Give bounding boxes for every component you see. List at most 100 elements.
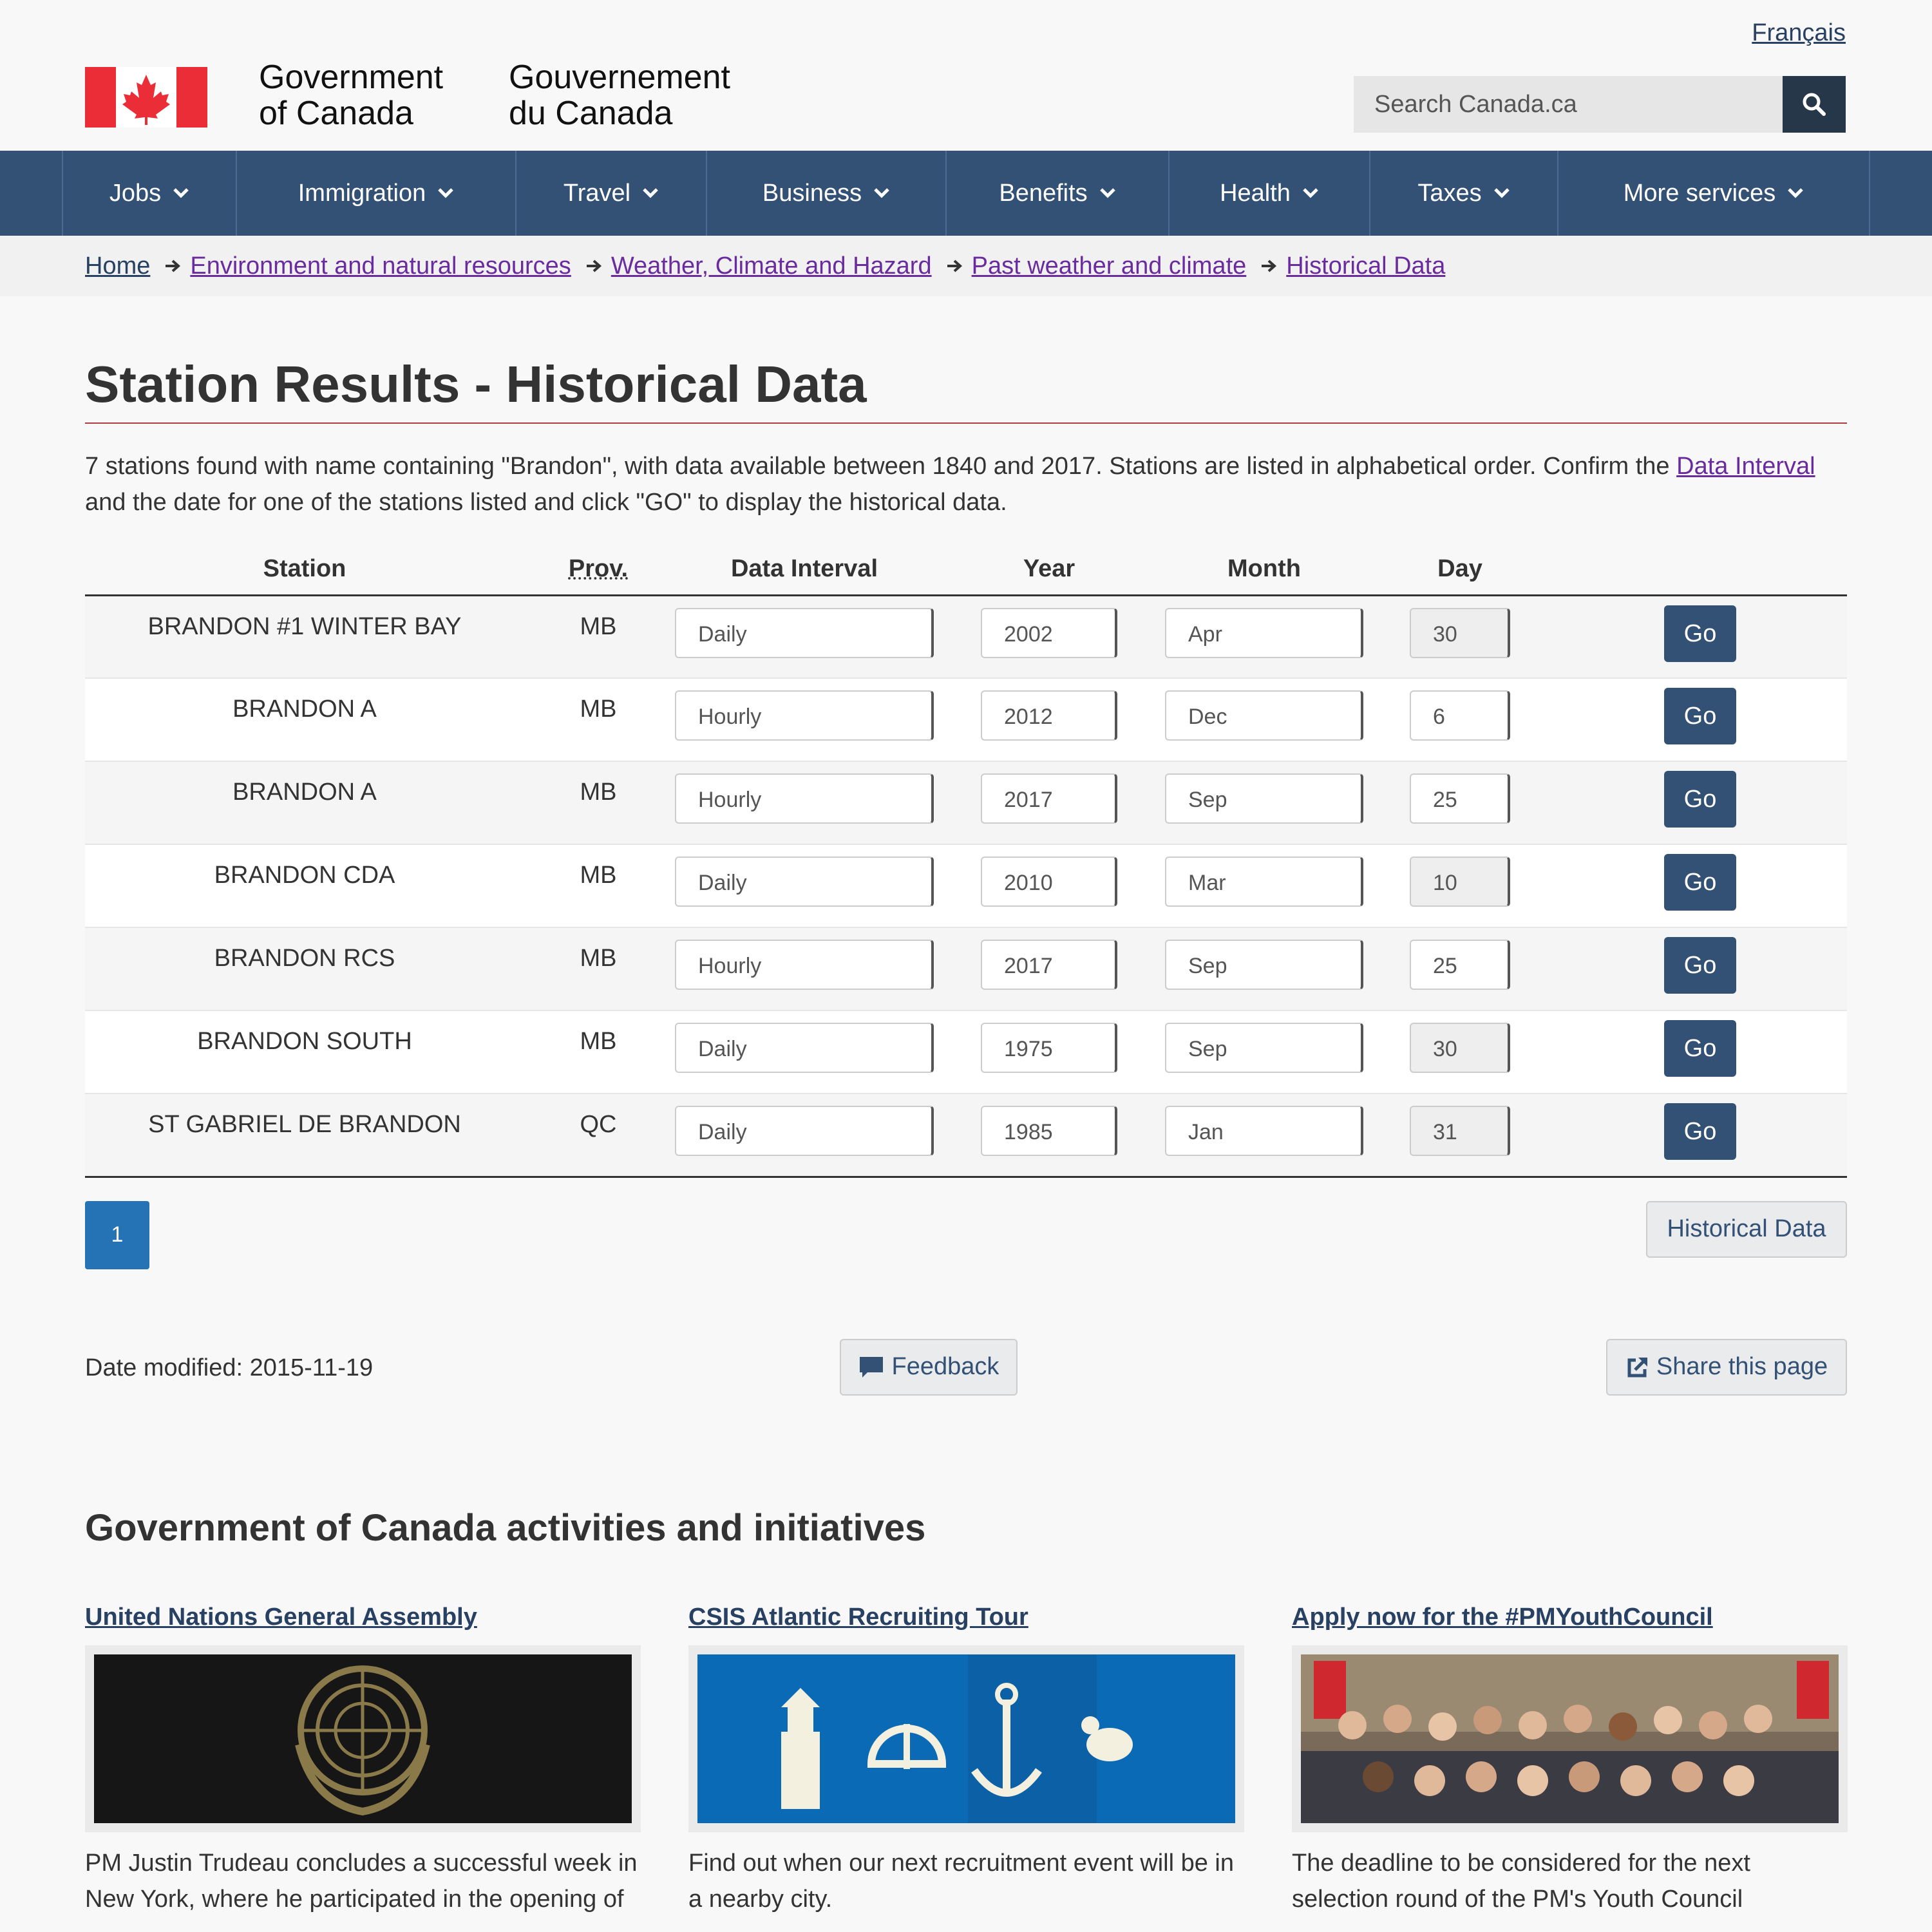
share-label: Share this page xyxy=(1656,1353,1828,1380)
day-select[interactable]: 30 xyxy=(1410,1023,1510,1073)
month-cell: Apr xyxy=(1162,595,1367,679)
signature-en-line2: of Canada xyxy=(259,95,413,132)
year-select[interactable]: 2002 xyxy=(981,607,1117,658)
day-select[interactable]: 6 xyxy=(1410,690,1510,741)
historical-data-button[interactable]: Historical Data xyxy=(1646,1200,1847,1258)
month-select[interactable]: Sep xyxy=(1165,940,1363,990)
arrow-right-icon xyxy=(586,260,601,272)
interval-select[interactable]: Daily xyxy=(675,857,934,907)
day-select[interactable]: 25 xyxy=(1410,940,1510,990)
action-cell: Go xyxy=(1553,1010,1847,1094)
interval-select[interactable]: Hourly xyxy=(675,773,934,824)
language-toggle-link[interactable]: Français xyxy=(1752,19,1846,46)
share-button[interactable]: Share this page xyxy=(1606,1338,1847,1396)
interval-select[interactable]: Daily xyxy=(675,1106,934,1156)
signature-english[interactable]: Government of Canada xyxy=(259,59,443,131)
month-cell: Dec xyxy=(1162,678,1367,762)
search-input[interactable] xyxy=(1354,76,1783,133)
month-select[interactable]: Apr xyxy=(1165,607,1363,658)
menu-item-immigration[interactable]: Immigration xyxy=(236,151,515,236)
breadcrumb-historical-data[interactable]: Historical Data xyxy=(1286,252,1446,279)
menu-item-travel[interactable]: Travel xyxy=(515,151,706,236)
menu-item-business[interactable]: Business xyxy=(706,151,945,236)
feature-title-link[interactable]: Apply now for the #PMYouthCouncil xyxy=(1292,1603,1713,1631)
day-cell: 25 xyxy=(1367,761,1553,845)
interval-select[interactable]: Daily xyxy=(675,1023,934,1073)
feature-description: PM Justin Trudeau concludes a successful… xyxy=(85,1849,638,1913)
province: MB xyxy=(524,927,672,1011)
interval-select[interactable]: Daily xyxy=(675,607,934,658)
menu-item-more-services[interactable]: More services xyxy=(1557,151,1870,236)
month-select[interactable]: Dec xyxy=(1165,690,1363,741)
feature-item: CSIS Atlantic Recruiting Tour xyxy=(688,1604,1244,1917)
menu-item-taxes[interactable]: Taxes xyxy=(1369,151,1557,236)
comment-icon xyxy=(859,1356,883,1378)
year-select[interactable]: 2010 xyxy=(981,857,1117,907)
year-select[interactable]: 2017 xyxy=(981,940,1117,990)
go-button[interactable]: Go xyxy=(1664,688,1736,744)
group-photo-icon xyxy=(1301,1654,1839,1823)
action-cell: Go xyxy=(1553,1094,1847,1178)
table-header-row: Station Prov. Data Interval Year Month D… xyxy=(85,544,1847,596)
menu-label: Immigration xyxy=(298,179,426,207)
breadcrumb-environment[interactable]: Environment and natural resources xyxy=(190,252,571,279)
go-button[interactable]: Go xyxy=(1664,1020,1736,1077)
csis-tour-image[interactable] xyxy=(688,1645,1244,1832)
data-interval-link[interactable]: Data Interval xyxy=(1676,453,1815,480)
feedback-button[interactable]: Feedback xyxy=(840,1338,1018,1396)
youth-council-photo[interactable] xyxy=(1292,1645,1848,1832)
interval-select[interactable]: Hourly xyxy=(675,940,934,990)
interval-cell: Hourly xyxy=(672,927,936,1011)
signature-french[interactable]: Gouvernement du Canada xyxy=(509,59,730,131)
day-select[interactable]: 10 xyxy=(1410,857,1510,907)
year-cell: 2012 xyxy=(936,678,1162,762)
year-select[interactable]: 1975 xyxy=(981,1023,1117,1073)
interval-select[interactable]: Hourly xyxy=(675,690,934,741)
station-name: BRANDON CDA xyxy=(85,844,524,928)
year-select[interactable]: 2012 xyxy=(981,690,1117,741)
un-emblem-image[interactable] xyxy=(85,1645,641,1832)
breadcrumb-weather[interactable]: Weather, Climate and Hazard xyxy=(611,252,932,279)
go-button[interactable]: Go xyxy=(1664,1103,1736,1160)
year-select[interactable]: 1985 xyxy=(981,1106,1117,1156)
go-button[interactable]: Go xyxy=(1664,605,1736,662)
pagination-page-1[interactable]: 1 xyxy=(85,1200,149,1269)
menu-item-health[interactable]: Health xyxy=(1168,151,1369,236)
feature-description: Find out when our next recruitment event… xyxy=(688,1849,1234,1913)
search-button[interactable] xyxy=(1783,76,1846,133)
feature-title-link[interactable]: CSIS Atlantic Recruiting Tour xyxy=(688,1603,1028,1631)
breadcrumb-past-weather[interactable]: Past weather and climate xyxy=(971,252,1247,279)
go-button[interactable]: Go xyxy=(1664,771,1736,828)
day-select[interactable]: 31 xyxy=(1410,1106,1510,1156)
table-row: BRANDON CDA MB Daily 2010 Mar 10 Go xyxy=(85,844,1847,928)
intro-after: and the date for one of the stations lis… xyxy=(85,489,1007,516)
province: MB xyxy=(524,595,672,679)
day-select[interactable]: 30 xyxy=(1410,607,1510,658)
chevron-down-icon xyxy=(1099,188,1115,198)
go-button[interactable]: Go xyxy=(1664,854,1736,911)
menu-label: Jobs xyxy=(109,179,162,207)
signature-fr-line2: du Canada xyxy=(509,95,673,132)
feature-title-link[interactable]: United Nations General Assembly xyxy=(85,1603,477,1631)
chevron-down-icon xyxy=(173,188,189,198)
year-cell: 2017 xyxy=(936,927,1162,1011)
day-cell: 30 xyxy=(1367,1010,1553,1094)
year-select[interactable]: 2017 xyxy=(981,773,1117,824)
un-emblem-icon xyxy=(94,1654,632,1823)
station-name: BRANDON RCS xyxy=(85,927,524,1011)
month-select[interactable]: Jan xyxy=(1165,1106,1363,1156)
breadcrumb-home[interactable]: Home xyxy=(85,252,151,279)
go-button[interactable]: Go xyxy=(1664,937,1736,994)
month-cell: Mar xyxy=(1162,844,1367,928)
month-select[interactable]: Sep xyxy=(1165,1023,1363,1073)
month-select[interactable]: Sep xyxy=(1165,773,1363,824)
feedback-label: Feedback xyxy=(891,1353,999,1380)
col-header-action xyxy=(1553,544,1847,596)
day-cell: 31 xyxy=(1367,1094,1553,1178)
month-select[interactable]: Mar xyxy=(1165,857,1363,907)
province: MB xyxy=(524,761,672,845)
menu-item-jobs[interactable]: Jobs xyxy=(62,151,236,236)
day-select[interactable]: 25 xyxy=(1410,773,1510,824)
menu-item-benefits[interactable]: Benefits xyxy=(945,151,1168,236)
station-name: ST GABRIEL DE BRANDON xyxy=(85,1094,524,1178)
